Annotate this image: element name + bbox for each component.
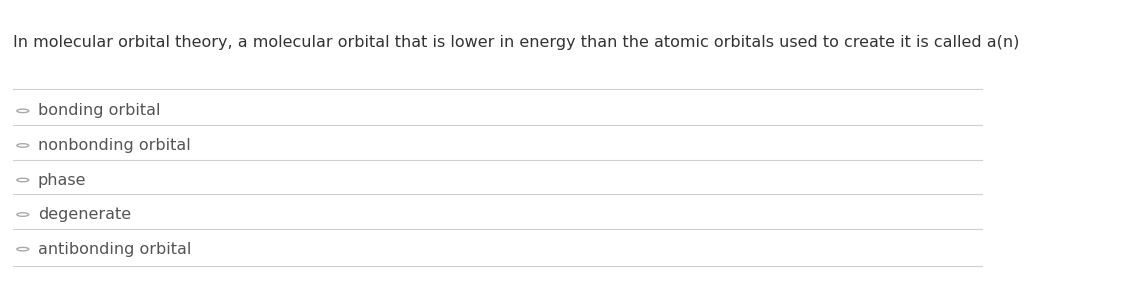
Text: In molecular orbital theory, a molecular orbital that is lower in energy than th: In molecular orbital theory, a molecular… <box>12 35 1019 50</box>
Text: antibonding orbital: antibonding orbital <box>37 242 191 257</box>
Text: degenerate: degenerate <box>37 207 131 222</box>
Text: bonding orbital: bonding orbital <box>37 103 160 118</box>
Text: phase: phase <box>37 173 86 187</box>
Text: nonbonding orbital: nonbonding orbital <box>37 138 190 153</box>
